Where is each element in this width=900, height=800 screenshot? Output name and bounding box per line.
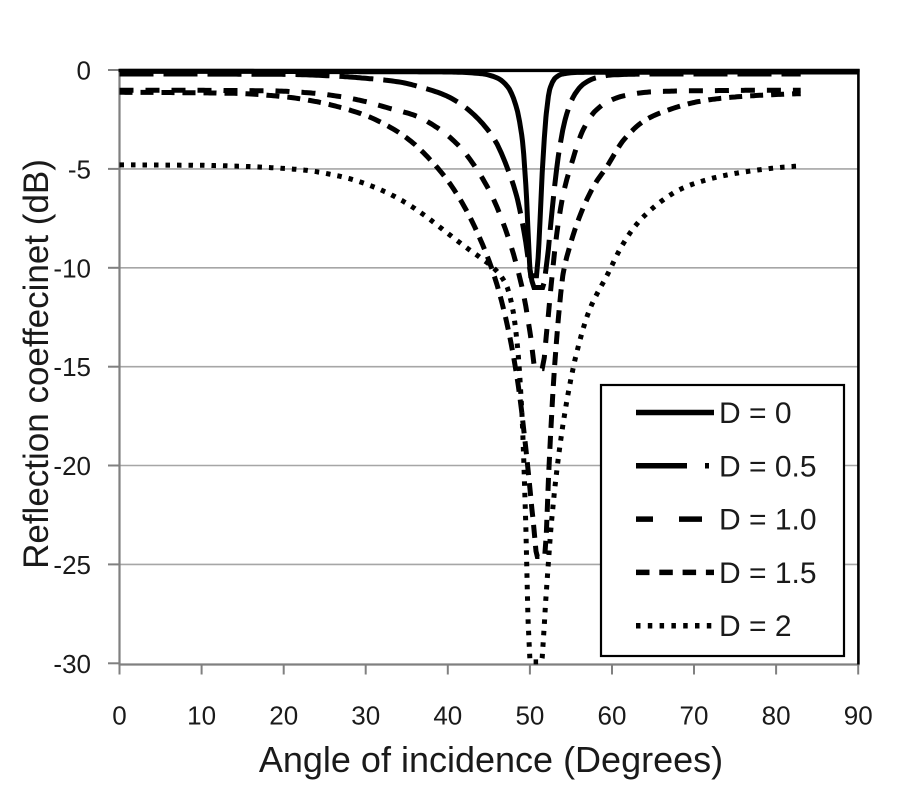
svg-text:90: 90 [844,701,873,731]
svg-text:50: 50 [515,701,544,731]
svg-text:40: 40 [433,701,462,731]
svg-text:60: 60 [598,701,627,731]
svg-text:-15: -15 [53,352,91,382]
svg-text:D = 1.5: D = 1.5 [719,557,817,590]
svg-text:-10: -10 [53,253,91,283]
svg-text:30: 30 [351,701,380,731]
svg-text:0: 0 [77,56,91,86]
svg-text:10: 10 [187,701,216,731]
svg-text:70: 70 [680,701,709,731]
svg-text:-5: -5 [68,154,91,184]
svg-text:0: 0 [112,701,126,731]
svg-text:20: 20 [269,701,298,731]
svg-text:Angle of incidence (Degrees): Angle of incidence (Degrees) [259,739,723,780]
svg-text:D = 2: D = 2 [719,610,792,643]
svg-text:D = 0: D = 0 [719,397,792,430]
svg-text:-25: -25 [53,550,91,580]
svg-text:D = 1.0: D = 1.0 [719,504,817,537]
svg-text:Reflection coeffecinet (dB): Reflection coeffecinet (dB) [17,159,56,569]
svg-text:80: 80 [762,701,791,731]
svg-text:-20: -20 [53,451,91,481]
svg-text:D = 0.5: D = 0.5 [719,450,817,483]
svg-text:-30: -30 [53,649,91,679]
